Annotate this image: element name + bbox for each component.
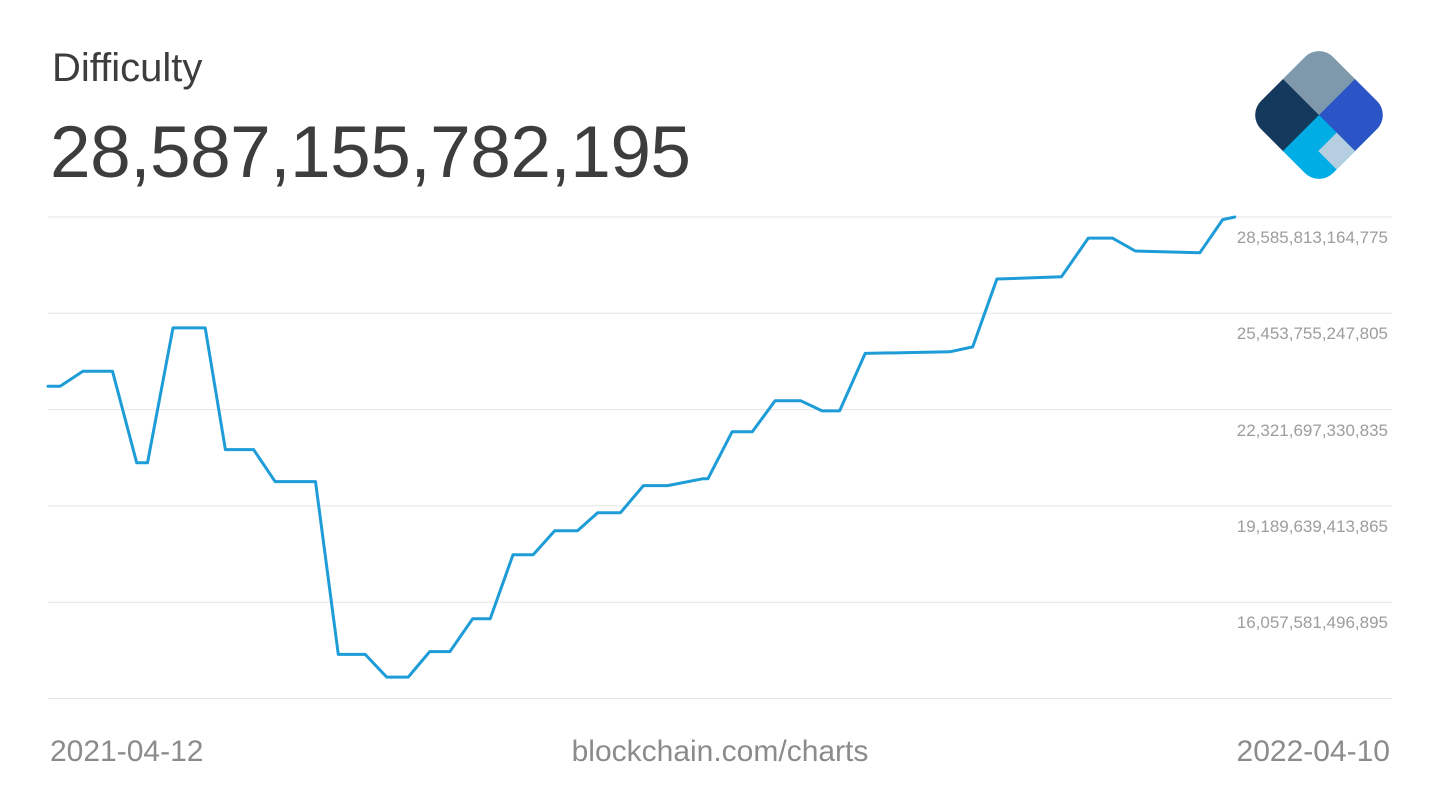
y-axis-tick-label: 16,057,581,496,895 [1236,613,1388,633]
difficulty-series-line [46,215,1237,679]
chart-gridlines [48,216,1392,699]
current-difficulty-value: 28,587,155,782,195 [50,112,691,193]
x-axis-start-date-label: 2021-04-12 [50,735,204,768]
y-axis-tick-label: 25,453,755,247,805 [1236,324,1388,344]
y-axis-tick-label: 28,585,813,164,775 [1236,228,1388,247]
y-axis-tick-label: 19,189,639,413,865 [1236,516,1388,536]
x-axis-end-date-label: 2022-04-10 [1236,735,1390,768]
chart-title: Difficulty [52,46,203,90]
watermark-link[interactable]: blockchain.com/charts [571,735,869,768]
y-axis-tick-label: 22,321,697,330,835 [1236,420,1388,440]
